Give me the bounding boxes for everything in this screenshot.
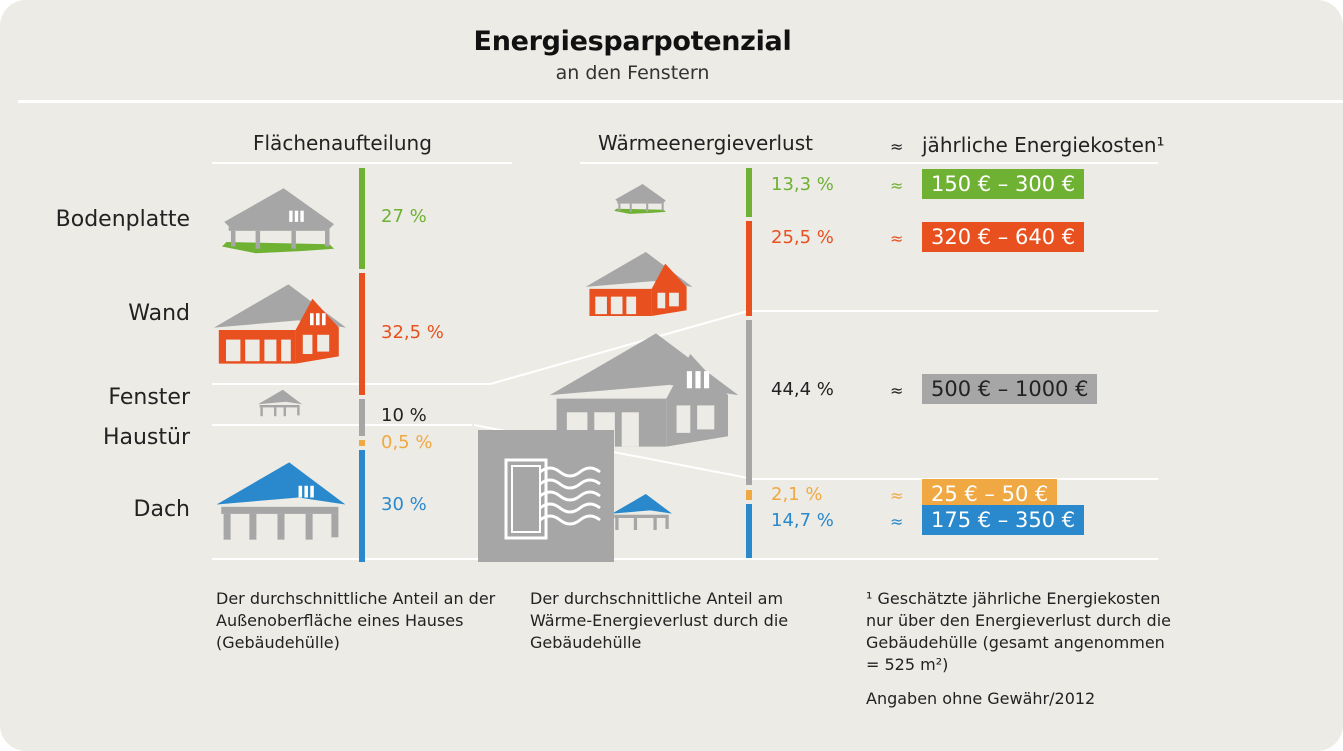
area-rule (212, 424, 472, 426)
loss-value-label: 25,5 % (771, 227, 834, 249)
cost-box-dach: 175 € – 350 € (922, 504, 1085, 535)
cost-box-fenster: 500 € – 1000 € (922, 373, 1098, 404)
loss-bar-fenster (746, 320, 752, 486)
area-value-label: 10 % (381, 405, 427, 427)
area-rule (212, 162, 512, 164)
loss-bar-bodenplatte (746, 168, 752, 218)
approx-sign: ≈ (890, 485, 904, 505)
title-divider (18, 100, 1343, 103)
area-bar-wand (359, 272, 365, 395)
row-label-bodenplatte: Bodenplatte (55, 207, 190, 232)
area-bar-haustür (359, 439, 365, 446)
row-label-dach: Dach (133, 497, 190, 522)
loss-value-label: 14,7 % (771, 509, 834, 531)
area-value-label: 0,5 % (381, 431, 433, 453)
house-floor-icon (222, 188, 334, 254)
house-wall-icon (214, 284, 346, 364)
approx-sign: ≈ (890, 176, 904, 195)
house-window-icon (258, 389, 302, 417)
area-rule (212, 383, 492, 385)
approx-sign: ≈ (890, 380, 904, 400)
loss-rule (750, 310, 1158, 312)
note-cost-line: ¹ Geschätzte jährliche Energiekosten (866, 589, 1161, 608)
row-label-haustuer: Haustür (102, 425, 190, 450)
area-bar-bodenplatte (359, 168, 365, 269)
area-bar-fenster (359, 398, 365, 436)
area-value-label: 32,5 % (381, 321, 444, 343)
loss-value-label: 2,1 % (771, 483, 823, 505)
loss-value-label: 13,3 % (771, 174, 834, 195)
header-approx-sign: ≈ (890, 137, 904, 156)
note-cost-line: = 525 m²) (866, 655, 949, 674)
note-loss: Der durchschnittliche Anteil am Wärme-En… (530, 589, 789, 652)
approx-sign: ≈ (890, 511, 904, 531)
loss-house-floor-icon (614, 184, 666, 214)
cost-box-haustür: 25 € – 50 € (922, 478, 1058, 509)
house-roof-icon (216, 462, 346, 540)
window-heat-loss-icon (478, 430, 614, 562)
header-loss: Wärmeenergieverlust (598, 131, 813, 155)
note-cost-line: nur über den Energieverlust durch die (866, 611, 1171, 630)
note-cost-line: Gebäudehülle (gesamt angenommen (866, 633, 1165, 652)
connector-line-top (489, 310, 749, 385)
note-area: Der durchschnittliche Anteil an der Auße… (216, 589, 496, 652)
loss-rule (580, 162, 1158, 164)
area-value-label: 27 % (381, 206, 427, 228)
loss-house-wall-icon (585, 251, 693, 317)
cost-box-wand: 320 € – 640 € (922, 222, 1085, 253)
page-title: Energiesparpotenzial (473, 26, 792, 57)
row-label-wand: Wand (128, 301, 190, 326)
cost-box-bodenplatte: 150 € – 300 € (922, 169, 1085, 199)
header-area: Flächenaufteilung (253, 131, 432, 155)
approx-sign: ≈ (890, 229, 904, 249)
area-bar-dach (359, 449, 365, 563)
header-cost: jährliche Energiekosten¹ (922, 133, 1165, 157)
loss-house-roof-icon (612, 494, 672, 530)
loss-bar-haustür (746, 489, 752, 500)
page-subtitle: an den Fenstern (555, 62, 710, 84)
row-label-fenster: Fenster (108, 385, 190, 410)
loss-rule (612, 558, 1158, 560)
note-cost: ¹ Geschätzte jährliche Energiekosten nur… (866, 588, 1206, 676)
loss-value-label: 44,4 % (771, 378, 834, 400)
area-value-label: 30 % (381, 494, 427, 516)
source-note: Angaben ohne Gewähr/2012 (866, 689, 1096, 708)
loss-bar-wand (746, 221, 752, 317)
loss-bar-dach (746, 503, 752, 559)
